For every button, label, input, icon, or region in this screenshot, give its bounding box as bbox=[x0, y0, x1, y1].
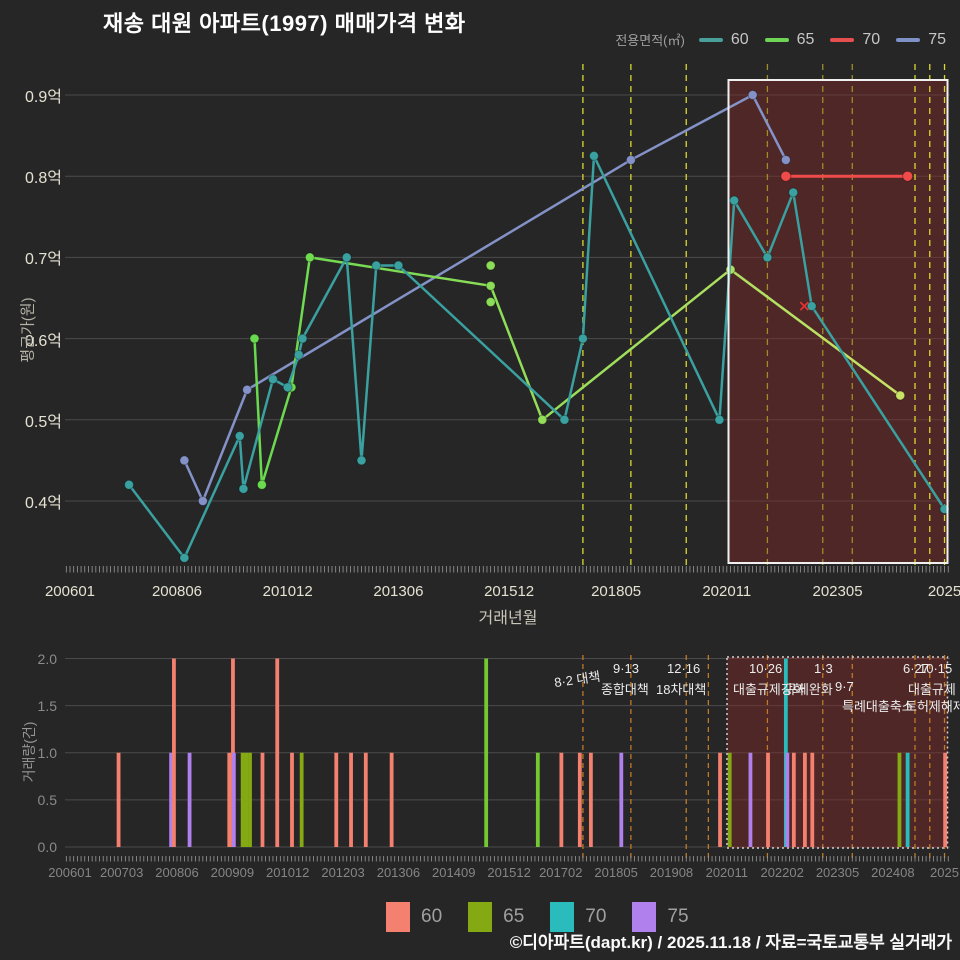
price-point-75 bbox=[748, 91, 757, 100]
price-point-60 bbox=[294, 350, 303, 359]
price-point-60 bbox=[283, 383, 292, 392]
x-axis-title-date: 거래년월 bbox=[479, 604, 538, 628]
volume-bar bbox=[766, 753, 770, 847]
price-point-70 bbox=[903, 171, 913, 181]
volume-bar bbox=[810, 753, 814, 847]
price-point-60 bbox=[239, 484, 248, 493]
legend-swatch-icon bbox=[468, 902, 492, 932]
volume-bar bbox=[172, 659, 176, 848]
volume-bar bbox=[559, 753, 563, 847]
bottom-legend-item-label: 70 bbox=[585, 906, 606, 928]
volume-bar bbox=[232, 753, 236, 847]
price-point-65 bbox=[538, 415, 547, 424]
price-point-65 bbox=[486, 281, 495, 290]
bottom-legend-item-label: 75 bbox=[667, 906, 688, 928]
legend-swatch-icon bbox=[386, 902, 410, 932]
price-point-75 bbox=[781, 155, 790, 164]
volume-bar bbox=[300, 753, 304, 847]
price-point-60 bbox=[342, 253, 351, 262]
volume-bar bbox=[943, 753, 947, 847]
y-axis-title-price: 평균가(원) bbox=[17, 297, 38, 362]
price-point-65 bbox=[896, 391, 905, 400]
volume-bar bbox=[536, 753, 540, 847]
volume-bar bbox=[589, 753, 593, 847]
price-point-60 bbox=[763, 253, 772, 262]
volume-bar bbox=[792, 753, 796, 847]
volume-bar bbox=[241, 753, 245, 847]
footer-credit: ©디아파트(dapt.kr) / 2025.11.18 / 자료=국토교통부 실… bbox=[510, 928, 952, 953]
bottom-legend-item-label: 60 bbox=[421, 906, 442, 928]
volume-bar bbox=[227, 753, 231, 847]
price-point-65 bbox=[305, 253, 314, 262]
price-point-60 bbox=[235, 432, 244, 441]
charts-canvas bbox=[0, 0, 960, 960]
price-point-60 bbox=[589, 151, 598, 160]
bottom-legend-item-label: 65 bbox=[503, 906, 524, 928]
volume-bar bbox=[718, 753, 722, 847]
volume-bar bbox=[188, 753, 192, 847]
price-point-60 bbox=[560, 415, 569, 424]
price-point-60 bbox=[298, 334, 307, 343]
price-point-60 bbox=[268, 375, 277, 384]
price-point-60 bbox=[394, 261, 403, 270]
volume-bar bbox=[390, 753, 394, 847]
price-point-60 bbox=[715, 415, 724, 424]
volume-bar bbox=[749, 753, 753, 847]
volume-bar bbox=[803, 753, 807, 847]
price-point-60 bbox=[789, 188, 798, 197]
y-axis-title-volume: 거래량(건) bbox=[19, 722, 39, 783]
volume-bar bbox=[484, 659, 488, 848]
volume-bar bbox=[728, 753, 732, 847]
volume-bar bbox=[364, 753, 368, 847]
price-point-60 bbox=[578, 334, 587, 343]
volume-bar bbox=[785, 753, 789, 847]
volume-bar bbox=[619, 753, 623, 847]
price-point-75 bbox=[626, 155, 635, 164]
volume-bar bbox=[349, 753, 353, 847]
price-point-65 bbox=[250, 334, 259, 343]
volume-bar bbox=[906, 753, 910, 847]
chart-window: 재송 대원 아파트(1997) 매매가격 변화 전용면적(㎡) 60657075… bbox=[0, 0, 960, 960]
scatter-point-65 bbox=[486, 298, 495, 307]
volume-bar bbox=[244, 753, 248, 847]
volume-bar bbox=[334, 753, 338, 847]
volume-bar bbox=[898, 753, 902, 847]
price-point-60 bbox=[180, 553, 189, 562]
scatter-point-65 bbox=[486, 261, 495, 270]
price-point-65 bbox=[257, 480, 266, 489]
volume-bar bbox=[248, 753, 252, 847]
price-point-60 bbox=[357, 456, 366, 465]
price-point-60 bbox=[372, 261, 381, 270]
price-point-75 bbox=[198, 497, 207, 506]
volume-bar bbox=[117, 753, 121, 847]
price-point-75 bbox=[243, 385, 252, 394]
volume-bar bbox=[275, 659, 279, 848]
price-point-60 bbox=[730, 196, 739, 205]
price-point-70 bbox=[781, 171, 791, 181]
price-point-60 bbox=[125, 480, 134, 489]
volume-bar bbox=[261, 753, 265, 847]
volume-bar bbox=[578, 753, 582, 847]
bottom-legend-item-60[interactable]: 60 bbox=[386, 902, 442, 932]
volume-bar bbox=[290, 753, 294, 847]
price-point-75 bbox=[180, 456, 189, 465]
